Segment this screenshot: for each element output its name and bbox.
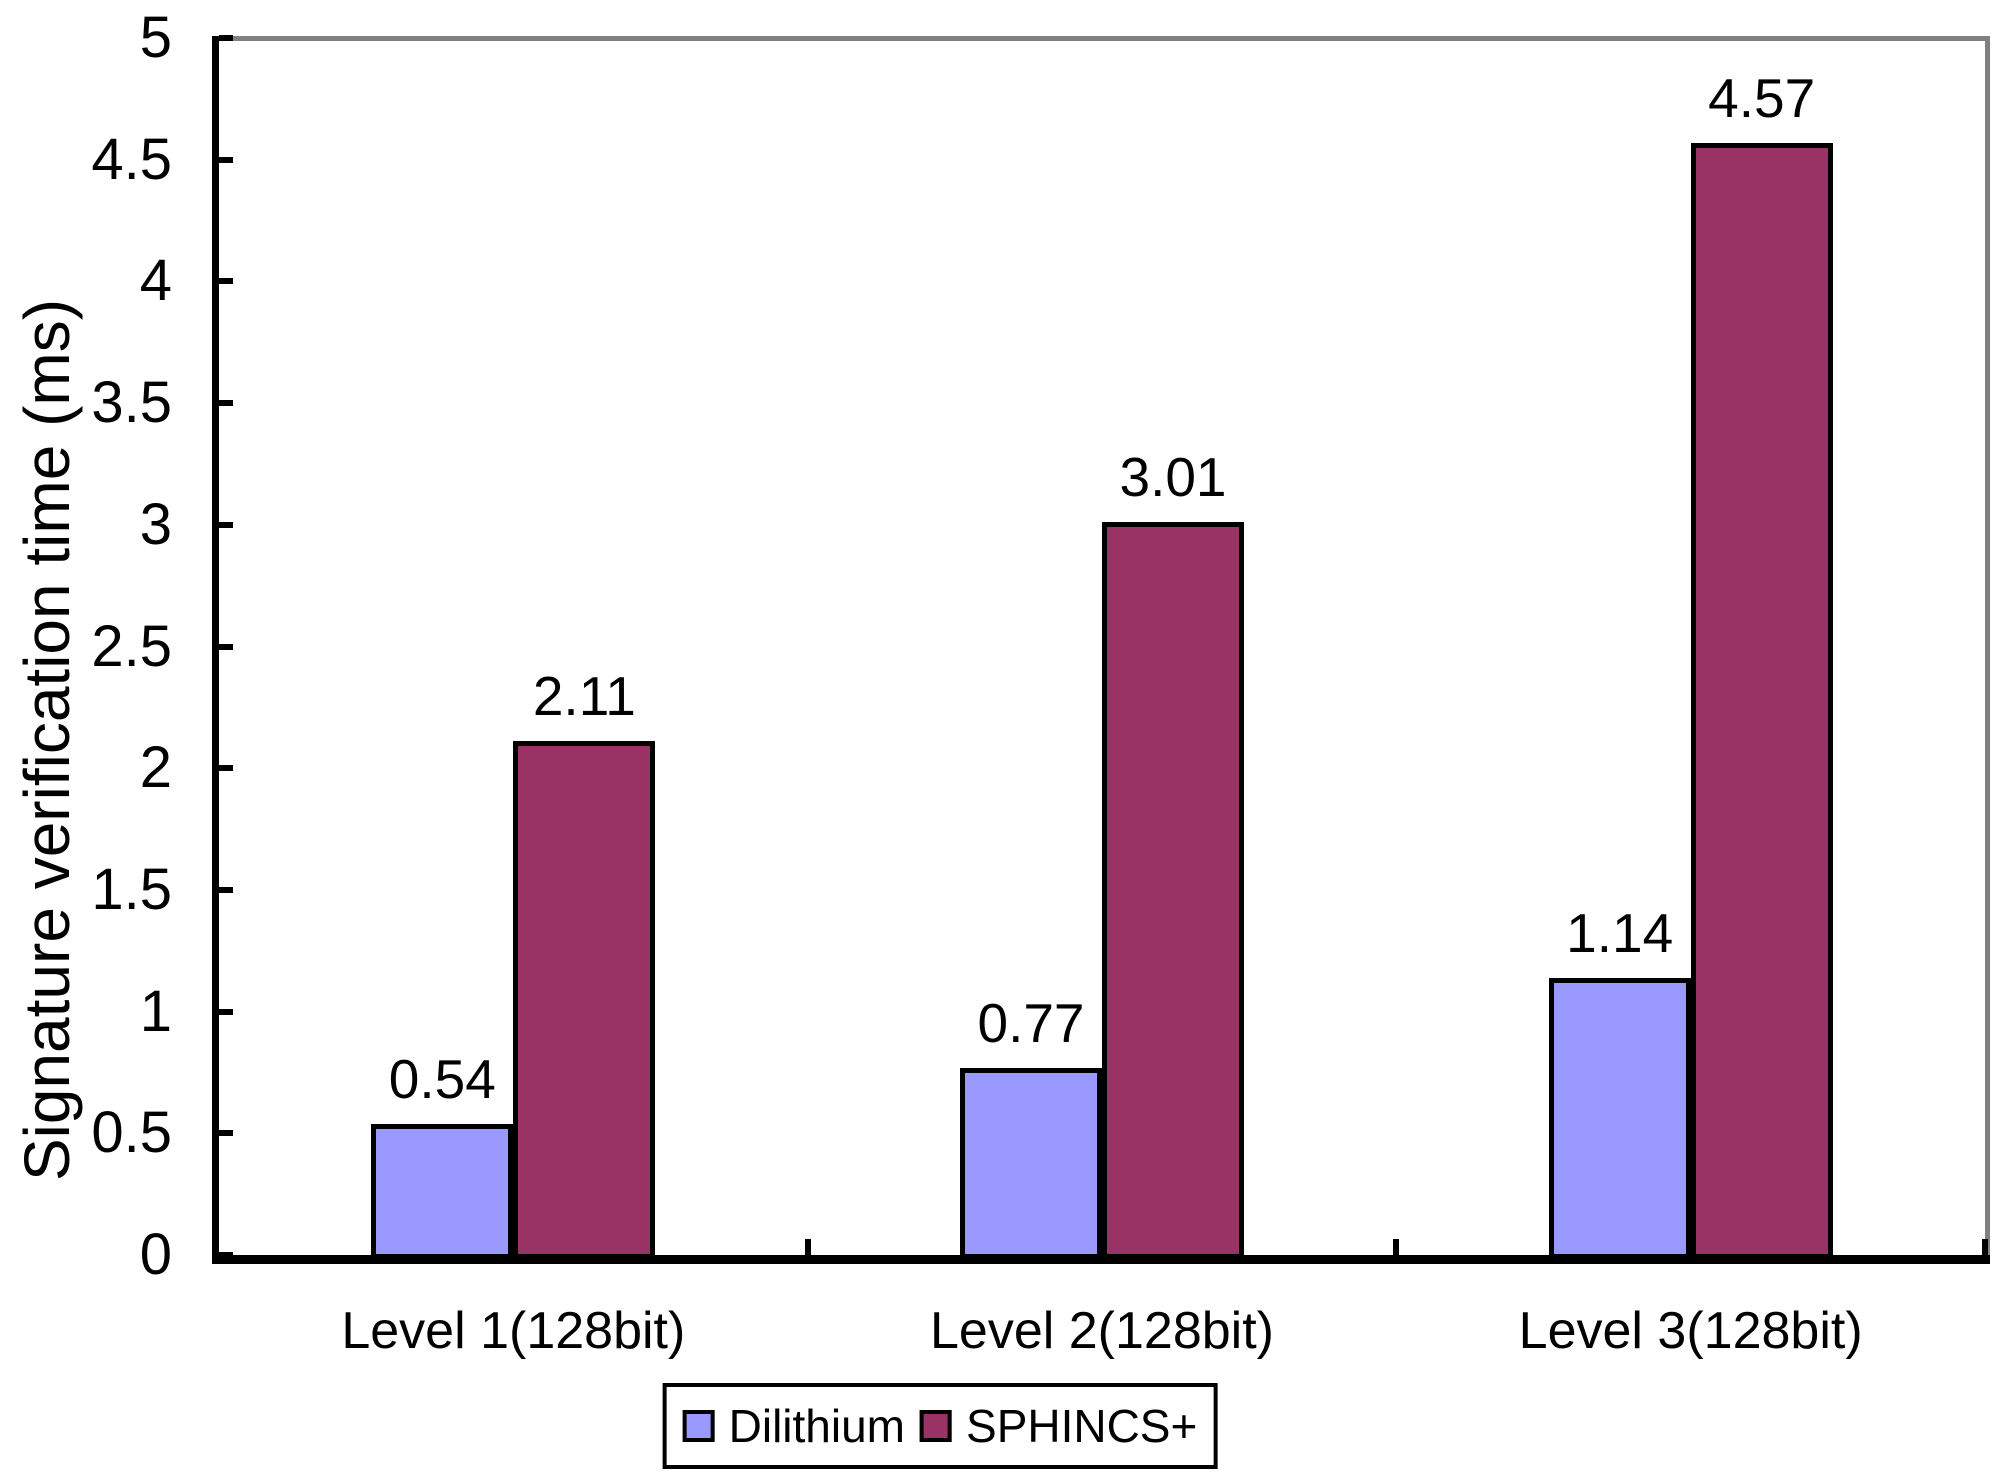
y-axis-tick-label: 4.5 [91, 126, 172, 192]
bar-value-label: 0.77 [977, 991, 1085, 1054]
y-axis-tick-label: 4 [139, 248, 172, 314]
bar-value-label: 0.54 [388, 1047, 496, 1110]
bar-value-label: 3.01 [1119, 446, 1227, 509]
y-axis-tick [219, 278, 233, 285]
plot-border-top [219, 36, 1990, 41]
x-axis-tick [1982, 1239, 1988, 1255]
category-label: Level 3(128bit) [1518, 1302, 1863, 1360]
y-axis-tick-label: 3.5 [91, 370, 172, 436]
y-axis-tick [219, 886, 233, 893]
y-axis-tick-label: 0 [139, 1222, 172, 1287]
y-axis-tick-label: 1.5 [91, 856, 172, 922]
x-axis-tick [1393, 1239, 1400, 1255]
bar-value-label: 4.57 [1708, 66, 1816, 129]
y-axis-tick-label: 5 [139, 5, 172, 70]
bar-dilithium [371, 1123, 514, 1259]
legend-item: Dilithium [682, 1399, 906, 1453]
legend-swatch-icon [920, 1410, 953, 1442]
bar-dilithium [960, 1067, 1102, 1259]
y-axis-tick [219, 400, 233, 407]
bar-sphincs- [1102, 522, 1244, 1259]
category-label: Level 2(128bit) [930, 1302, 1274, 1360]
y-axis-tick [219, 156, 233, 163]
y-axis-line [212, 36, 219, 1264]
legend-item-label: SPHINCS+ [966, 1400, 1198, 1452]
legend-item-label: Dilithium [728, 1400, 906, 1452]
y-axis-tick [219, 643, 233, 650]
y-axis-tick-label: 0.5 [91, 1100, 172, 1166]
category-label: Level 1(128bit) [341, 1302, 686, 1360]
x-axis-line [212, 1255, 1990, 1264]
bar-value-label: 1.14 [1566, 901, 1674, 964]
y-axis-tick-label: 3 [139, 491, 172, 557]
bar-sphincs- [513, 741, 656, 1259]
legend-item: SPHINCS+ [920, 1399, 1197, 1453]
y-axis-tick [219, 1130, 233, 1137]
x-axis-tick [804, 1239, 811, 1255]
bar-dilithium [1548, 977, 1691, 1259]
y-axis-tick [219, 521, 233, 528]
plot-border-right [1985, 36, 1990, 1255]
y-axis-tick [219, 765, 233, 772]
bar-sphincs- [1690, 142, 1833, 1259]
y-axis-tick-label: 2.5 [91, 613, 172, 679]
y-axis-tick [219, 1008, 233, 1015]
legend: Dilithium SPHINCS+ [662, 1383, 1218, 1469]
y-axis-tick [219, 35, 233, 41]
legend-swatch-icon [682, 1410, 715, 1442]
y-axis-tick-label: 1 [139, 978, 172, 1044]
y-axis-tick-label: 2 [139, 735, 172, 801]
bar-value-label: 2.11 [532, 665, 636, 728]
